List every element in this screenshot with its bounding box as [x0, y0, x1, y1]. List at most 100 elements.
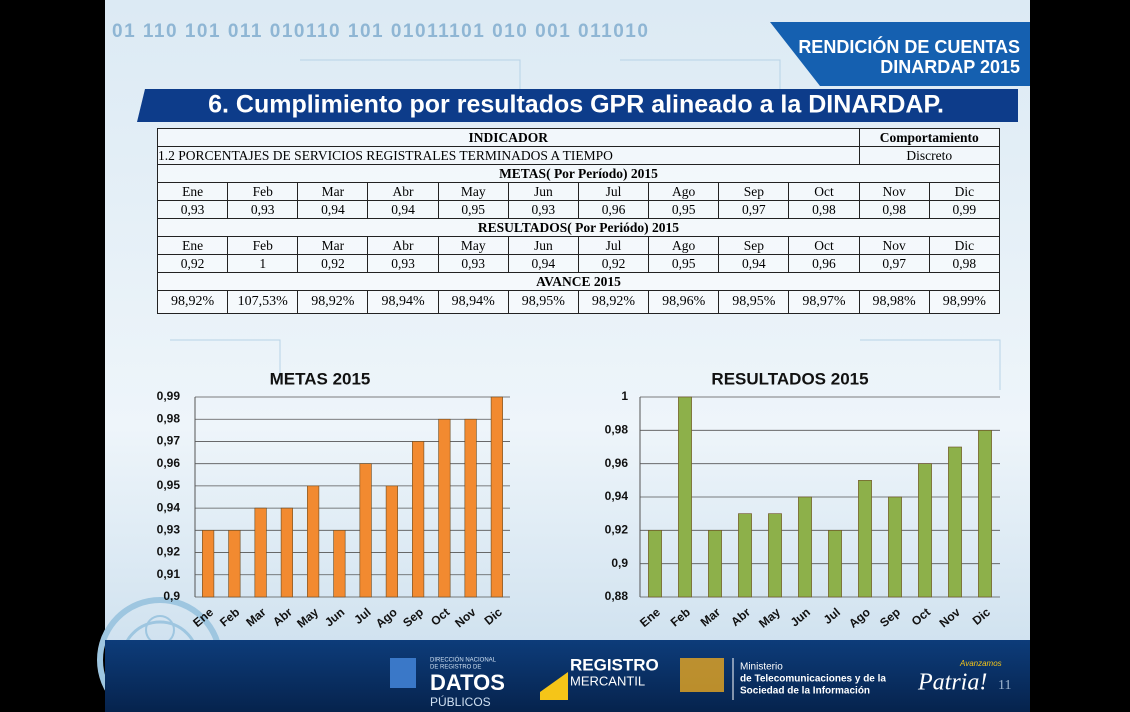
logo-text: DATOS	[430, 670, 505, 695]
logo-text: REGISTRO	[570, 655, 659, 674]
table-cell: 0,95	[438, 201, 508, 219]
table-cell: Comportamiento	[859, 129, 999, 147]
table-row: METAS( Por Período) 2015	[158, 165, 1000, 183]
table-cell: 0,94	[508, 255, 578, 273]
y-tick-label: 0,9	[611, 556, 628, 570]
y-tick-label: 0,97	[157, 434, 181, 448]
y-tick-label: 0,98	[605, 423, 629, 437]
table-cell: Oct	[789, 237, 859, 255]
y-tick-label: 0,96	[605, 456, 629, 470]
badge-line: DINARDAP 2015	[880, 57, 1020, 77]
table-cell: 0,96	[789, 255, 859, 273]
table-cell: 0,92	[158, 255, 228, 273]
table-cell: 0,99	[929, 201, 999, 219]
table-cell: Abr	[368, 183, 438, 201]
bar	[978, 430, 991, 597]
y-tick-label: 1	[621, 389, 628, 403]
table-cell: Sep	[719, 183, 789, 201]
table-cell: 98,97%	[789, 291, 859, 314]
table-cell: METAS( Por Período) 2015	[158, 165, 1000, 183]
table-cell: 0,94	[719, 255, 789, 273]
table-cell: Jul	[578, 183, 648, 201]
bar	[888, 497, 901, 597]
y-tick-label: 0,96	[157, 456, 181, 470]
bar	[229, 530, 241, 597]
bar	[255, 508, 267, 597]
page: 01 110 101 011 010110 101 01011101 010 0…	[0, 0, 1130, 712]
table-cell: Ago	[649, 237, 719, 255]
table-cell: Mar	[298, 183, 368, 201]
bar	[334, 530, 346, 597]
table-cell: Sep	[719, 237, 789, 255]
table-cell: 0,93	[228, 201, 298, 219]
table-cell: 98,92%	[158, 291, 228, 314]
logo-text: Ministerio	[740, 662, 783, 673]
y-tick-label: 0,94	[605, 489, 629, 503]
logo-icon	[680, 658, 724, 692]
logo-text: Patria!	[917, 670, 987, 696]
table-cell: May	[438, 237, 508, 255]
table-cell: 0,95	[649, 255, 719, 273]
binary-strip: 01 110 101 011 010110 101 01011101 010 0…	[112, 21, 649, 42]
bar	[386, 486, 398, 597]
table-cell: 0,98	[789, 201, 859, 219]
logo-icon	[390, 658, 416, 688]
bar	[465, 419, 477, 597]
table-cell: 98,95%	[508, 291, 578, 314]
y-tick-label: 0,9	[163, 589, 180, 603]
bar	[307, 486, 319, 597]
table-row: AVANCE 2015	[158, 273, 1000, 291]
table-cell: 0,94	[368, 201, 438, 219]
y-tick-label: 0,92	[605, 523, 629, 537]
logo-text: DIRECCIÓN NACIONAL	[430, 657, 497, 664]
table-cell: 98,96%	[649, 291, 719, 314]
table-cell: Jun	[508, 237, 578, 255]
table-cell: Ene	[158, 183, 228, 201]
table-cell: 0,92	[578, 255, 648, 273]
logo-text: MERCANTIL	[570, 673, 645, 688]
table-cell: Jul	[578, 237, 648, 255]
table-cell: 98,99%	[929, 291, 999, 314]
bar	[708, 530, 721, 597]
y-tick-label: 0,98	[157, 411, 181, 425]
table-cell: May	[438, 183, 508, 201]
table-cell: Ene	[158, 237, 228, 255]
indicator-table: INDICADORComportamiento1.2 PORCENTAJES D…	[157, 128, 1000, 314]
table-cell: 0,93	[368, 255, 438, 273]
bar	[828, 530, 841, 597]
slide-title: 6. Cumplimiento por resultados GPR aline…	[208, 91, 944, 119]
table-cell: 107,53%	[228, 291, 298, 314]
table-cell: 98,95%	[719, 291, 789, 314]
table-cell: 98,94%	[368, 291, 438, 314]
y-tick-label: 0,94	[157, 500, 181, 514]
table-row: 98,92%107,53%98,92%98,94%98,94%98,95%98,…	[158, 291, 1000, 314]
table-cell: 0,95	[649, 201, 719, 219]
table-cell: 0,98	[929, 255, 999, 273]
badge-line: RENDICIÓN DE CUENTAS	[798, 36, 1020, 57]
table-cell: Ago	[649, 183, 719, 201]
bar	[439, 419, 451, 597]
bar	[858, 480, 871, 597]
bar	[491, 397, 503, 597]
table-cell: 0,93	[508, 201, 578, 219]
table-cell: Dic	[929, 183, 999, 201]
table-cell: 1.2 PORCENTAJES DE SERVICIOS REGISTRALES…	[158, 147, 860, 165]
table-cell: Discreto	[859, 147, 999, 165]
table-cell: 0,96	[578, 201, 648, 219]
table-cell: 0,98	[859, 201, 929, 219]
logo-text: PÚBLICOS	[430, 694, 491, 709]
y-tick-label: 0,99	[157, 389, 181, 403]
page-number: 11	[998, 678, 1011, 693]
logo-text: de Telecomunicaciones y de la	[740, 674, 886, 685]
y-tick-label: 0,92	[157, 545, 181, 559]
table-cell: Feb	[228, 237, 298, 255]
bar	[678, 397, 691, 597]
y-tick-label: 0,91	[157, 567, 181, 581]
table-cell: INDICADOR	[158, 129, 860, 147]
logo-text: Sociedad de la Información	[740, 686, 870, 697]
table-cell: 0,93	[158, 201, 228, 219]
